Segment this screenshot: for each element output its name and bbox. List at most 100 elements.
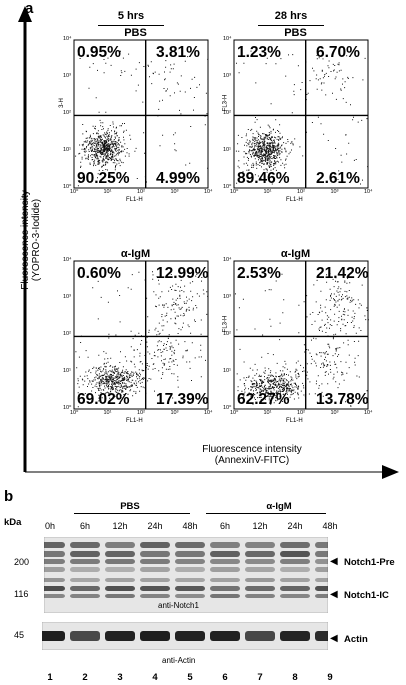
- blot-band: [140, 631, 170, 641]
- x-tick-label: 10²: [137, 410, 145, 416]
- blot-band: [210, 551, 240, 557]
- blot-band: [70, 594, 100, 598]
- quadrant-bottom-left-percent: 90.25%: [77, 170, 130, 187]
- lane-number: 2: [82, 672, 88, 683]
- x-tick-label: 10²: [297, 410, 305, 416]
- blot-band: [140, 559, 170, 564]
- blot-band: [105, 551, 135, 557]
- event-dots: [75, 50, 209, 187]
- blot-band: [245, 631, 275, 641]
- blot-band: [105, 578, 135, 582]
- blot-band: [245, 551, 275, 557]
- blot-band: [175, 594, 205, 598]
- x-tick-label: 10⁰: [230, 189, 239, 195]
- blot-band: [105, 631, 135, 641]
- quadrant-top-right-percent: 3.81%: [156, 44, 200, 61]
- y-tick-label: 10⁰: [63, 184, 72, 190]
- blot-band: [70, 586, 100, 591]
- blot-band: [245, 594, 275, 598]
- y-tick-label: 10¹: [223, 147, 231, 153]
- blot-band: [175, 551, 205, 557]
- blot-band: [245, 586, 275, 591]
- blot-band: [280, 567, 310, 572]
- notch1-pre-label: Notch1-Pre: [344, 557, 395, 568]
- group-label-igm: α-IgM: [266, 501, 292, 512]
- lane-time-label: 12h: [112, 521, 128, 531]
- blot-band: [210, 586, 240, 591]
- blot-band: [280, 631, 310, 641]
- blot-band: [140, 586, 170, 591]
- x-tick-label: 10³: [170, 189, 179, 195]
- quadrant-bottom-left-percent: 62.27%: [237, 391, 290, 408]
- scatter-area: [233, 39, 369, 189]
- quadrant-bottom-left-percent: 69.02%: [77, 391, 130, 408]
- lane-time-label: 24h: [287, 521, 303, 531]
- x-tick-label: 10¹: [103, 410, 112, 416]
- y-tick-label: 10¹: [223, 368, 231, 374]
- y-tick-label: 10⁰: [223, 405, 232, 411]
- treatment-label: α-IgM: [120, 248, 151, 260]
- quadrant-top-right-percent: 21.42%: [316, 265, 369, 282]
- y-tick-label: 10⁴: [223, 36, 232, 42]
- notch1-ic-arrow-icon: ◀: [330, 589, 338, 600]
- x-tick-label: 10⁴: [204, 410, 213, 416]
- lane-time-label: 6h: [79, 521, 90, 531]
- blot-band: [315, 594, 328, 598]
- quadrant-bottom-right-percent: 2.61%: [316, 170, 360, 187]
- blot-band: [280, 559, 310, 564]
- blot-band: [105, 586, 135, 591]
- time-underline-5h: [98, 25, 164, 26]
- blot-band: [140, 567, 170, 572]
- blot-band: [210, 578, 240, 582]
- blot-band: [70, 559, 100, 564]
- blot-band: [280, 586, 310, 591]
- event-dots: [235, 273, 369, 407]
- y-tick-label: 10³: [63, 294, 71, 300]
- x-tick-label: 10¹: [103, 189, 112, 195]
- blot-band: [105, 594, 135, 598]
- anti-notch1-label: anti-Notch1: [158, 601, 199, 610]
- treatment-label: PBS: [284, 27, 307, 39]
- x-tick-label: 10²: [137, 189, 145, 195]
- blot-band: [210, 559, 240, 564]
- blot-band: [70, 631, 100, 641]
- y-tick-label: 10³: [63, 73, 71, 79]
- blot-band: [280, 542, 310, 548]
- flow-plot-igm-5h: α-IgM 0.60% 12.99% 69.02% 17.39% 10⁴ 10³ 10² 10¹…: [60, 247, 213, 424]
- quadrant-top-left-percent: 0.95%: [77, 44, 121, 61]
- lane-number: 8: [292, 672, 298, 683]
- x-tick-label: 10⁴: [364, 410, 373, 416]
- quadrant-top-left-percent: 2.53%: [237, 265, 281, 282]
- blot-band: [315, 551, 328, 557]
- panel-a-axis-arrows: [18, 6, 399, 479]
- anti-actin-label: anti-Actin: [162, 656, 196, 665]
- y-tick-label: 10⁰: [223, 184, 232, 190]
- quadrant-bottom-right-percent: 4.99%: [156, 170, 200, 187]
- lane-time-label: 24h: [147, 521, 163, 531]
- x-channel-label: FL1-H: [286, 418, 303, 424]
- blot-band: [140, 578, 170, 582]
- blot-band: [280, 578, 310, 582]
- blot-band: [105, 542, 135, 548]
- lane-number: 4: [152, 672, 158, 683]
- blot-band: [315, 542, 328, 548]
- blot-band: [140, 594, 170, 598]
- y-channel-label: FL3-H: [222, 94, 229, 112]
- y-tick-label: 10⁴: [63, 36, 72, 42]
- lane-time-label: 48h: [182, 521, 198, 531]
- y-tick-label: 10¹: [63, 368, 71, 374]
- lane-time-label: 48h: [322, 521, 338, 531]
- quadrant-top-right-percent: 12.99%: [156, 265, 209, 282]
- blot-band: [105, 559, 135, 564]
- blot-band: [175, 559, 205, 564]
- x-channel-label: FL1-H: [286, 197, 303, 203]
- flow-plot-igm-28h: α-IgM 2.53% 21.42% 62.27% 13.78% 10⁴ 10³ 10² 10¹…: [220, 247, 373, 424]
- scatter-area: [73, 260, 209, 410]
- scatter-area: [73, 39, 209, 189]
- y-tick-label: 10²: [63, 110, 71, 116]
- treatment-label: α-IgM: [280, 248, 311, 260]
- x-tick-label: 10¹: [263, 189, 272, 195]
- x-tick-label: 10⁴: [364, 189, 373, 195]
- notch1-blot: [44, 537, 328, 613]
- blot-band: [210, 594, 240, 598]
